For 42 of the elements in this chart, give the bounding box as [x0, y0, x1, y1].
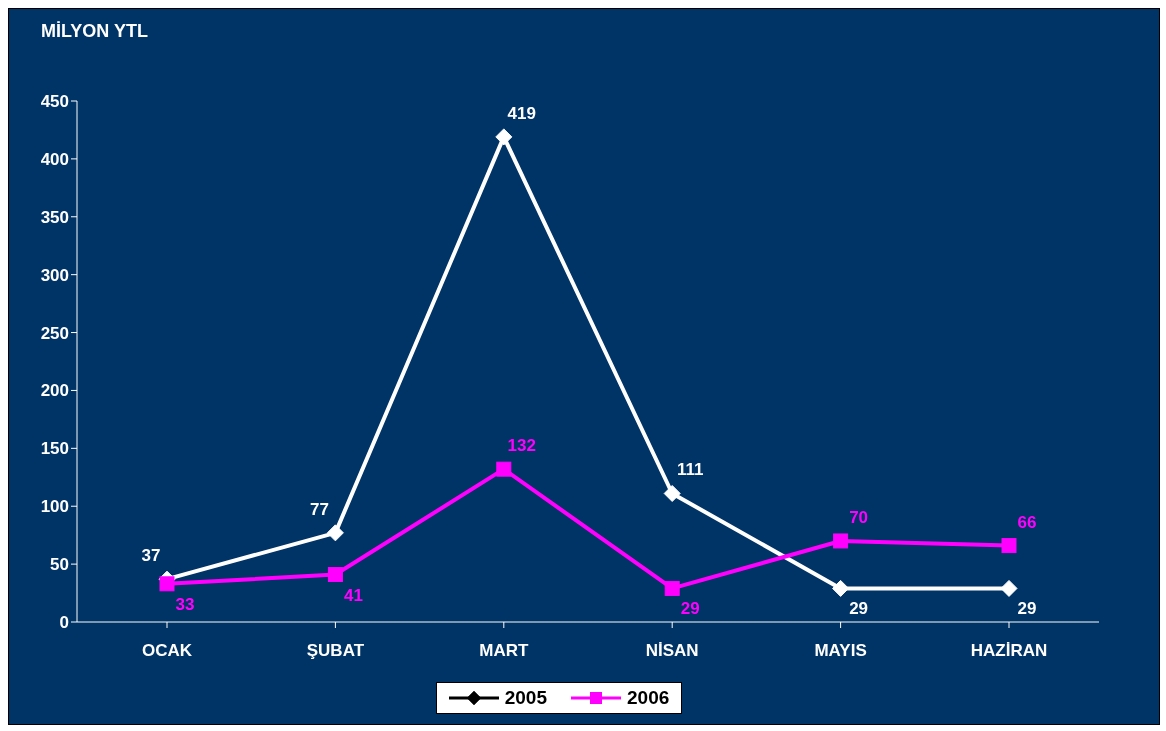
y-tick-label: 450	[40, 92, 69, 112]
data-label: 29	[1017, 599, 1037, 619]
y-tick-label: 0	[59, 613, 69, 633]
x-tick-label: ŞUBAT	[306, 641, 365, 661]
legend-label: 2006	[626, 687, 670, 709]
point	[495, 128, 513, 146]
x-tick-label: HAZİRAN	[970, 641, 1048, 661]
data-label: 66	[1017, 512, 1037, 532]
data-label: 77	[309, 499, 329, 519]
y-tick-label: 350	[40, 207, 69, 227]
point	[664, 580, 680, 596]
data-label: 29	[849, 599, 869, 619]
x-tick-label: OCAK	[141, 641, 193, 661]
y-tick-label: 100	[40, 497, 69, 517]
y-tick-label: 50	[50, 555, 69, 575]
x-tick-label: MART	[479, 641, 529, 661]
data-label: 70	[849, 507, 869, 527]
point	[1001, 538, 1017, 554]
text: 2005	[503, 687, 547, 709]
point	[663, 484, 681, 502]
data-label: 111	[676, 460, 704, 480]
point	[833, 533, 849, 549]
x-tick-label: NİSAN	[645, 641, 699, 661]
chart-title: MİLYON YTL	[41, 21, 149, 42]
y-tick-label: 300	[40, 265, 69, 285]
data-label: 132	[507, 436, 536, 456]
y-tick-label: 250	[40, 323, 69, 343]
data-label: 419	[507, 103, 536, 123]
data-label: 37	[141, 546, 161, 566]
data-label: 33	[175, 594, 195, 614]
y-tick-label: 400	[40, 149, 69, 169]
x-tick-label: MAYIS	[814, 641, 867, 661]
point	[496, 461, 512, 477]
data-label: 41	[343, 585, 363, 605]
y-tick-label: 150	[40, 439, 69, 459]
point	[1000, 579, 1018, 597]
point	[159, 576, 175, 592]
y-tick-label: 200	[40, 381, 69, 401]
data-label: 29	[680, 599, 700, 619]
point	[326, 524, 344, 542]
point	[327, 567, 343, 583]
point	[832, 579, 850, 597]
